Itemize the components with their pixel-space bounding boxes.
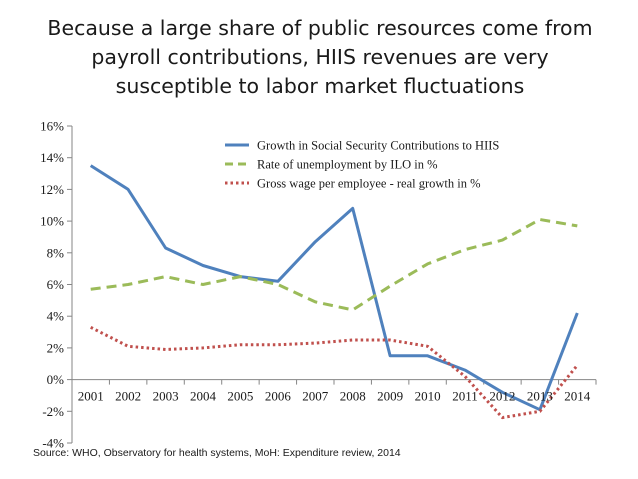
x-tick-label: 2001 [78, 389, 104, 404]
x-tick-label: 2005 [227, 389, 253, 404]
legend-label-1: Growth in Social Security Contributions … [257, 139, 499, 153]
source-note: Source: WHO, Observatory for health syst… [33, 447, 401, 459]
chart-title: Because a large share of public resource… [20, 14, 620, 101]
x-tick-label: 2003 [153, 389, 179, 404]
x-tick-label: 2007 [302, 389, 329, 404]
x-tick-label: 2008 [340, 389, 366, 404]
x-tick-label: 2014 [564, 389, 591, 404]
x-tick-label: 2009 [377, 389, 403, 404]
y-tick-label: 2% [47, 340, 65, 355]
x-tick-label: 2012 [489, 389, 515, 404]
series-line-1 [89, 164, 579, 412]
y-tick-label: 6% [47, 277, 65, 292]
y-tick-label: -2% [42, 404, 64, 419]
x-tick-label: 2002 [115, 389, 141, 404]
y-tick-label: 14% [40, 150, 64, 165]
y-tick-label: -4% [42, 436, 64, 451]
x-tick-label: 2011 [452, 389, 478, 404]
y-tick-label: 16% [40, 119, 64, 134]
y-tick-label: 8% [47, 245, 65, 260]
chart-title-line-3: susceptible to labor market fluctuations [115, 74, 525, 98]
chart-title-line-2: payroll contributions, HIIS revenues are… [91, 45, 549, 69]
y-tick-label: 0% [47, 372, 65, 387]
x-tick-label: 2013 [527, 389, 553, 404]
y-tick-label: 4% [47, 309, 65, 324]
legend-label-2: Rate of unemployment by ILO in % [257, 158, 438, 172]
x-tick-label: 2006 [265, 389, 292, 404]
y-tick-label: 10% [40, 214, 64, 229]
x-tick-label: 2010 [415, 389, 441, 404]
y-tick-label: 12% [40, 182, 64, 197]
series-line-2 [90, 218, 578, 312]
chart-title-line-1: Because a large share of public resource… [47, 16, 593, 40]
x-tick-label: 2004 [190, 389, 217, 404]
series-line-3 [90, 325, 579, 420]
legend-label-3: Gross wage per employee - real growth in… [257, 177, 481, 191]
